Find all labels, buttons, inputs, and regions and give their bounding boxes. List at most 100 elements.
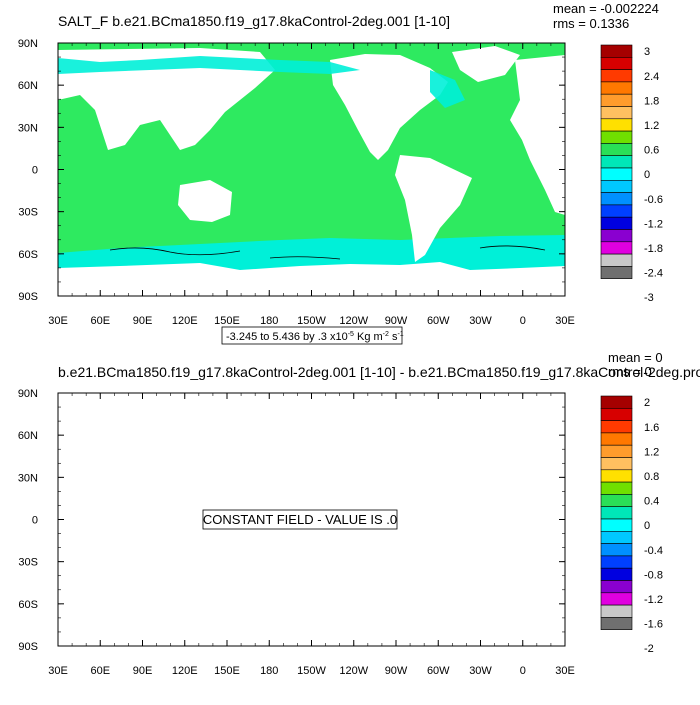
panel1-colorbar-box xyxy=(600,229,633,243)
panel1-lon-label: 30W xyxy=(469,315,492,327)
panel1-lat-label: 0 xyxy=(32,165,38,177)
panel2-colorbar-label: -1.2 xyxy=(644,594,663,606)
panel2-message: CONSTANT FIELD - VALUE IS .0 xyxy=(203,512,397,527)
panel2-colorbar-box xyxy=(600,444,633,458)
panel2-lon-label: 30W xyxy=(469,665,492,677)
panel2-colorbar-box xyxy=(600,518,633,532)
panel1-colorbar-box xyxy=(600,266,633,279)
panel1-colorbar-box xyxy=(600,180,633,193)
panel1-colorbar-label: -2.4 xyxy=(644,268,663,280)
panel1-mean: mean = -0.002224 xyxy=(553,1,659,16)
panel1-lon-label: 120E xyxy=(172,315,198,327)
panel1-lat-label: 30N xyxy=(18,122,38,134)
panel2-lon-label: 0 xyxy=(520,665,526,677)
panel2-colorbar-label: 1.2 xyxy=(644,446,659,458)
panel2-lat-label: 90N xyxy=(18,388,38,400)
panel2-colorbar-label: 0 xyxy=(644,520,650,532)
panel2-mean: mean = 0 xyxy=(608,350,663,365)
panel1-greenland xyxy=(452,46,520,82)
panel2-title: b.e21.BCma1850.f19_g17.8kaControl-2deg.0… xyxy=(58,364,700,380)
panel2-colorbar-box xyxy=(600,469,633,483)
panel2-lon-label: 90E xyxy=(133,665,153,677)
panel2-lon-label: 120W xyxy=(339,665,368,677)
panel2-colorbar-box xyxy=(600,494,633,507)
panel2-colorbar-label: -1.6 xyxy=(644,619,663,631)
panel1-colorbar-box xyxy=(600,204,633,218)
panel1-europe-africa xyxy=(510,55,565,215)
panel1-lon-label: 180 xyxy=(260,315,278,327)
panel2-lat-label: 30N xyxy=(18,472,38,484)
panel2-lon-label: 150E xyxy=(214,665,240,677)
panel1-ticks: 30E 60E 90E 120E 150E 180 150W 120W 90W 60W 30W 0 30… xyxy=(18,38,575,327)
panel2-colorbar-box xyxy=(600,617,633,631)
panel1-lon-label: 0 xyxy=(520,315,526,327)
panel1-australia xyxy=(178,180,232,222)
panel1-colorbar-label: 3 xyxy=(644,46,650,58)
panel2-lon-label: 180 xyxy=(260,665,278,677)
panel1-colorbar-box xyxy=(600,81,633,95)
panel2-rms: rms = 0 xyxy=(608,364,652,379)
panel1-lat-label: 60S xyxy=(18,249,38,261)
panel2-colorbar-box xyxy=(600,592,633,606)
panel2-colorbar-label: 2 xyxy=(644,397,650,409)
panel1-colorbar-label: 1.2 xyxy=(644,120,659,132)
panel2-lon-label: 60E xyxy=(90,665,110,677)
panel1-colorbar-label: 0 xyxy=(644,169,650,181)
panel2-colorbar-label: -0.8 xyxy=(644,569,663,581)
panel1-colorbar-box xyxy=(600,69,633,83)
panel1-colorbar-label: 1.8 xyxy=(644,95,659,107)
panel1-colorbar-box xyxy=(600,155,633,169)
panel1-contour-1 xyxy=(109,247,241,256)
panel1-lon-label: 90W xyxy=(385,315,408,327)
panel2-colorbar-box xyxy=(600,395,633,409)
panel1-colorbar-box xyxy=(600,167,633,181)
panel1-south-america xyxy=(395,155,472,262)
panel1-lon-label: 60W xyxy=(427,315,450,327)
panel1-antarctica xyxy=(58,262,565,296)
panel1-colorbar-label: 2.4 xyxy=(644,71,659,83)
panel2-lon-label: 60W xyxy=(427,665,450,677)
panel1-north-america xyxy=(330,54,448,160)
svg-text:-3.245 to 5.436 by .3 x10-5 Kg: -3.245 to 5.436 by .3 x10-5 Kg m-2 s-1 xyxy=(226,331,404,343)
panel2-lat-label: 30S xyxy=(18,557,38,569)
panel1-colorbar-box xyxy=(600,118,633,132)
panel2-colorbar-box xyxy=(600,457,633,471)
panel1-rms: rms = 0.1336 xyxy=(553,16,629,31)
panel2-colorbar-label: 1.6 xyxy=(644,422,659,434)
panel2-colorbar-box xyxy=(600,420,633,434)
panel2-message-box xyxy=(202,509,398,530)
panel2-colorbar-box xyxy=(600,407,633,421)
panel1-lat-label: 60N xyxy=(18,80,38,92)
panel1-colorbar-box xyxy=(600,56,633,70)
panel1-map: 30E 60E 90E 120E 150E 180 150W 120W 90W 60W 30W 0 30… xyxy=(18,38,575,327)
panel1-lat-label: 90N xyxy=(18,38,38,50)
panel2-colorbar-box xyxy=(600,432,633,446)
panel2-ticks: 30E 60E 90E 120E 150E 180 150W 120W 90W 60W 30W 0 30… xyxy=(18,388,575,677)
panel1-lon-label: 120W xyxy=(339,315,368,327)
panel2-lat-label: 90S xyxy=(18,641,38,653)
panel1-colorbar-box xyxy=(600,44,633,58)
panel1-title: SALT_F b.e21.BCma1850.f19_g17.8kaControl… xyxy=(58,13,450,29)
panel2-colorbar-box xyxy=(600,530,633,544)
panel2-lat-label: 0 xyxy=(32,515,38,527)
panel1-colorbar-box xyxy=(600,192,633,206)
panel2-colorbar-label: 0.8 xyxy=(644,471,659,483)
panel1-colorbar-box xyxy=(600,130,633,144)
panel2-lat-label: 60N xyxy=(18,430,38,442)
panel1-colorbar-box xyxy=(600,93,633,107)
panel1-colorbar: 3 2.4 1.8 1.2 0.6 0 -0.6 -1.2 -1.8 -2.4 -3 xyxy=(600,44,663,304)
panel2-map: 30E 60E 90E 120E 150E 180 150W 120W 90W 60W 30W 0 30… xyxy=(18,388,575,677)
panel2-colorbar-label: 0.4 xyxy=(644,496,659,508)
panel2-colorbar-box xyxy=(600,567,633,581)
panel2-lon-label: 30E xyxy=(48,665,68,677)
panel1-colorbar-label: -1.2 xyxy=(644,218,663,230)
panel2-colorbar-box xyxy=(600,506,633,520)
panel1-lat-label: 90S xyxy=(18,291,38,303)
panel1-lon-label: 60E xyxy=(90,315,110,327)
panel2-colorbar-label: -0.4 xyxy=(644,545,663,557)
panel2-lon-label: 120E xyxy=(172,665,198,677)
panel1-colorbar-label: 0.6 xyxy=(644,145,659,157)
panel1-lon-label: 150W xyxy=(297,315,326,327)
panel1-lon-label: 30E xyxy=(48,315,68,327)
